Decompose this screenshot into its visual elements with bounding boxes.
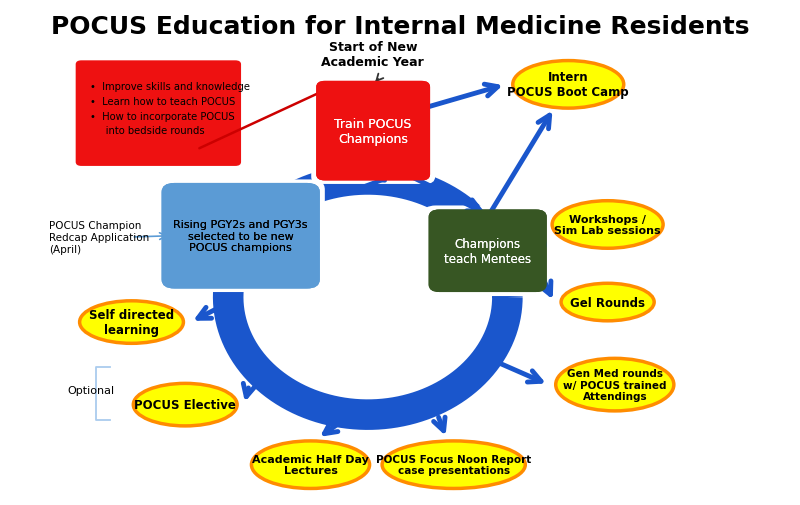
Text: POCUS Champion
Redcap Application
(April): POCUS Champion Redcap Application (April…: [49, 221, 150, 254]
Text: POCUS Focus Noon Report
case presentations: POCUS Focus Noon Report case presentatio…: [376, 454, 531, 476]
Text: •  Improve skills and knowledge
•  Learn how to teach POCUS
•  How to incorporat: • Improve skills and knowledge • Learn h…: [90, 82, 250, 136]
FancyBboxPatch shape: [162, 184, 320, 289]
Text: Workshops /
Sim Lab sessions: Workshops / Sim Lab sessions: [554, 214, 661, 236]
Text: Train POCUS
Champions: Train POCUS Champions: [334, 117, 412, 145]
FancyBboxPatch shape: [311, 78, 435, 184]
Ellipse shape: [251, 441, 370, 488]
Text: Academic Half Day
Lectures: Academic Half Day Lectures: [252, 454, 369, 476]
Ellipse shape: [80, 301, 183, 343]
FancyBboxPatch shape: [316, 82, 430, 181]
Text: Champions
teach Mentees: Champions teach Mentees: [444, 237, 531, 265]
FancyBboxPatch shape: [157, 180, 325, 292]
Ellipse shape: [561, 284, 654, 321]
Ellipse shape: [552, 201, 663, 249]
Text: Gel Rounds: Gel Rounds: [570, 296, 645, 309]
Text: Gen Med rounds
w/ POCUS trained
Attendings: Gen Med rounds w/ POCUS trained Attendin…: [563, 368, 666, 401]
Text: Intern
POCUS Boot Camp: Intern POCUS Boot Camp: [507, 71, 629, 99]
FancyBboxPatch shape: [429, 210, 546, 292]
Text: Train POCUS
Champions: Train POCUS Champions: [334, 117, 412, 145]
Ellipse shape: [513, 62, 624, 109]
Text: POCUS Education for Internal Medicine Residents: POCUS Education for Internal Medicine Re…: [50, 15, 750, 39]
FancyBboxPatch shape: [162, 184, 320, 289]
Text: Champions
teach Mentees: Champions teach Mentees: [444, 237, 531, 265]
Ellipse shape: [382, 441, 526, 488]
FancyBboxPatch shape: [423, 206, 553, 296]
FancyBboxPatch shape: [316, 82, 430, 181]
Text: Optional: Optional: [67, 385, 114, 395]
Text: POCUS Elective: POCUS Elective: [134, 398, 236, 411]
FancyBboxPatch shape: [76, 61, 241, 167]
Ellipse shape: [134, 384, 237, 426]
Text: Rising PGY2s and PGY3s
selected to be new
POCUS champions: Rising PGY2s and PGY3s selected to be ne…: [174, 220, 308, 253]
Text: Rising PGY2s and PGY3s
selected to be new
POCUS champions: Rising PGY2s and PGY3s selected to be ne…: [174, 220, 308, 253]
Text: Self directed
learning: Self directed learning: [89, 309, 174, 336]
FancyBboxPatch shape: [429, 210, 546, 292]
Text: Start of New
Academic Year: Start of New Academic Year: [322, 41, 424, 69]
Ellipse shape: [556, 359, 674, 411]
